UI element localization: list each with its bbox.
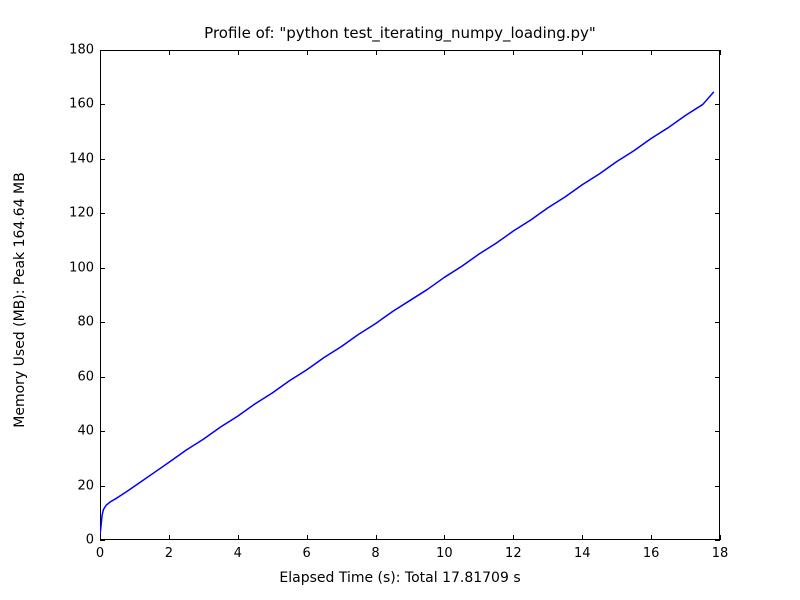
y-tick-label: 40 bbox=[77, 424, 94, 439]
memory-profile-chart: Profile of: "python test_iterating_numpy… bbox=[0, 0, 800, 600]
x-tick-label: 2 bbox=[165, 546, 173, 561]
y-tick-mark bbox=[100, 540, 105, 541]
x-tick-label: 10 bbox=[436, 546, 453, 561]
y-tick-label: 160 bbox=[69, 97, 94, 112]
y-tick-label: 180 bbox=[69, 43, 94, 58]
line-series-svg bbox=[100, 50, 720, 540]
y-tick-label: 20 bbox=[77, 478, 94, 493]
x-tick-mark bbox=[720, 535, 721, 540]
x-tick-mark bbox=[720, 50, 721, 55]
y-axis-label: Memory Used (MB): Peak 164.64 MB bbox=[12, 172, 28, 427]
y-tick-label: 100 bbox=[69, 260, 94, 275]
y-tick-mark bbox=[715, 540, 720, 541]
y-tick-label: 80 bbox=[77, 315, 94, 330]
x-tick-label: 6 bbox=[303, 546, 311, 561]
x-tick-label: 18 bbox=[712, 546, 729, 561]
y-tick-label: 0 bbox=[86, 533, 94, 548]
memory-line bbox=[100, 92, 714, 535]
y-tick-label: 120 bbox=[69, 206, 94, 221]
x-tick-label: 4 bbox=[234, 546, 242, 561]
chart-title: Profile of: "python test_iterating_numpy… bbox=[0, 24, 800, 42]
y-tick-label: 140 bbox=[69, 151, 94, 166]
x-tick-label: 16 bbox=[643, 546, 660, 561]
x-tick-label: 8 bbox=[371, 546, 379, 561]
y-tick-label: 60 bbox=[77, 369, 94, 384]
x-tick-label: 14 bbox=[574, 546, 591, 561]
x-axis-label: Elapsed Time (s): Total 17.81709 s bbox=[0, 570, 800, 586]
x-tick-label: 0 bbox=[96, 546, 104, 561]
x-tick-label: 12 bbox=[505, 546, 522, 561]
